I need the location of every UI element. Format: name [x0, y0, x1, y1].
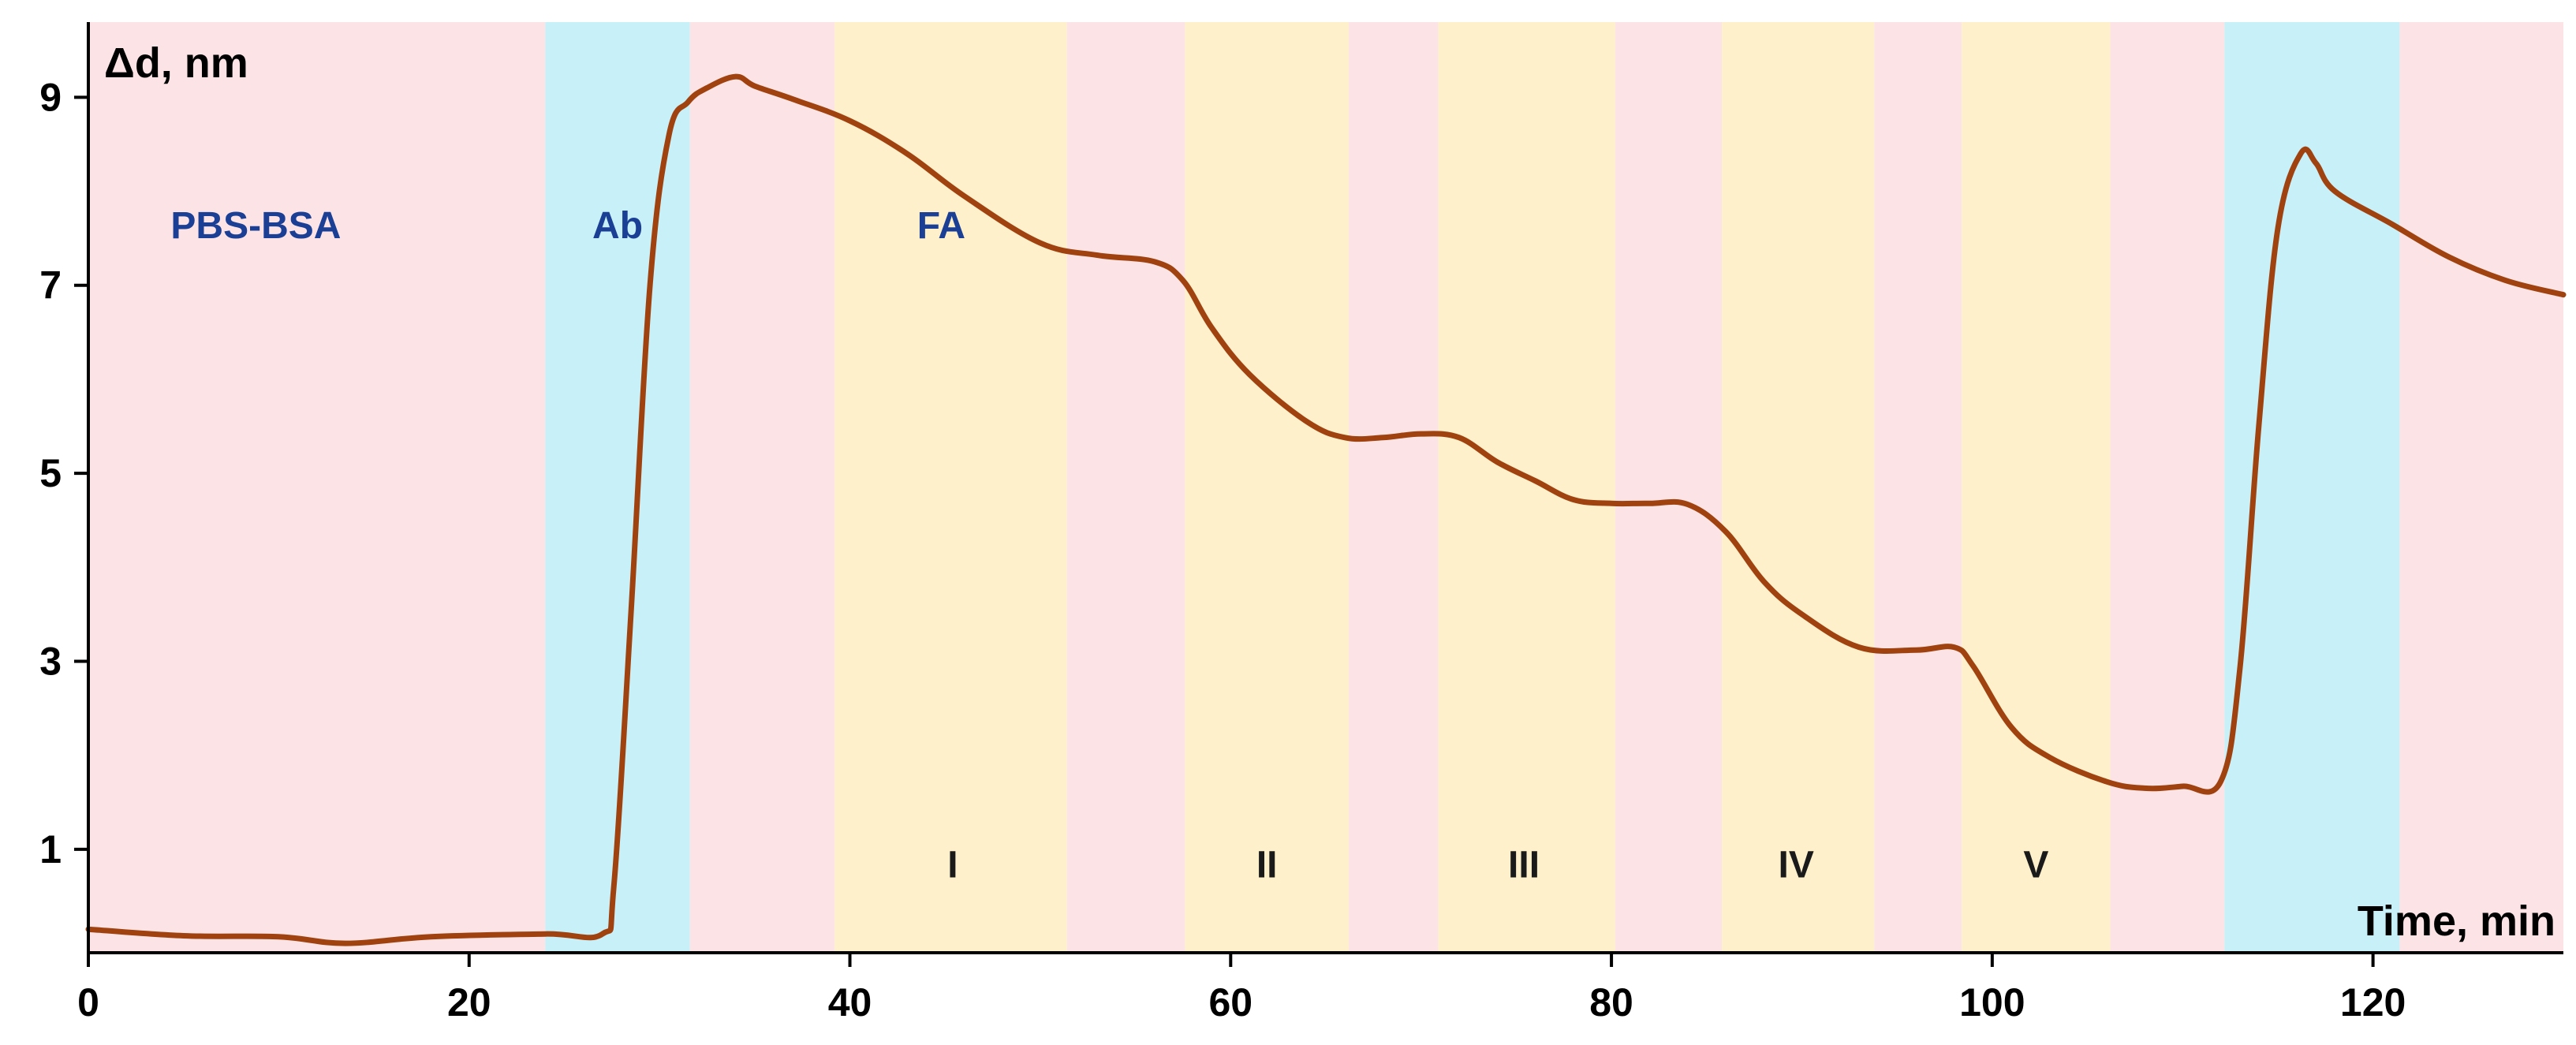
annotation-label: FA	[917, 205, 965, 247]
phase-label: IV	[1779, 845, 1814, 886]
x-tick-label: 60	[1208, 980, 1253, 1024]
phase-band-buffer	[1348, 22, 1439, 953]
phase-band-sample	[1722, 22, 1875, 953]
x-tick-label: 0	[77, 980, 99, 1024]
x-tick-label: 40	[828, 980, 872, 1024]
series-line	[85, 73, 2567, 946]
x-axis-title: Time, min	[2358, 898, 2555, 945]
phase-label: Ab	[592, 205, 643, 247]
phase-label: I	[947, 845, 958, 886]
y-tick-label: 3	[39, 640, 62, 684]
x-tick-label: 20	[447, 980, 491, 1024]
phase-label: PBS-BSA	[170, 205, 341, 247]
phase-labels: PBS-BSA AbI II III IV VFA	[170, 205, 2048, 886]
phase-band-buffer	[88, 22, 546, 953]
phase-band-sample	[1185, 22, 1349, 953]
y-tick-label: 1	[39, 827, 62, 871]
x-tick-label: 100	[1959, 980, 2025, 1024]
y-tick-label: 7	[39, 263, 62, 308]
axes: 0 20 40 60 80 100 120 1 3 5 7 9	[39, 22, 2563, 1024]
phase-label: V	[2023, 845, 2048, 886]
phase-band-buffer	[689, 22, 835, 953]
y-tick-label: 5	[39, 451, 62, 495]
phase-bands	[88, 22, 2563, 953]
phase-band-sample	[1438, 22, 1615, 953]
series-line-group	[85, 73, 2567, 946]
phase-band-buffer	[1874, 22, 1962, 953]
y-axis-title: Δd, nm	[104, 39, 248, 87]
phase-band-buffer	[1615, 22, 1723, 953]
phase-label: II	[1256, 845, 1278, 886]
phase-band-sample	[1962, 22, 2111, 953]
y-axis-ticks: 1 3 5 7 9	[39, 75, 88, 871]
phase-band-sample	[834, 22, 1067, 953]
phase-band-buffer	[1066, 22, 1185, 953]
x-axis-ticks: 0 20 40 60 80 100 120	[77, 953, 2406, 1024]
x-tick-label: 120	[2340, 980, 2406, 1024]
phase-band-buffer	[2399, 22, 2563, 953]
x-tick-label: 80	[1589, 980, 1633, 1024]
phase-label: III	[1508, 845, 1540, 886]
phase-band-buffer	[2110, 22, 2225, 953]
y-tick-label: 9	[39, 75, 62, 119]
